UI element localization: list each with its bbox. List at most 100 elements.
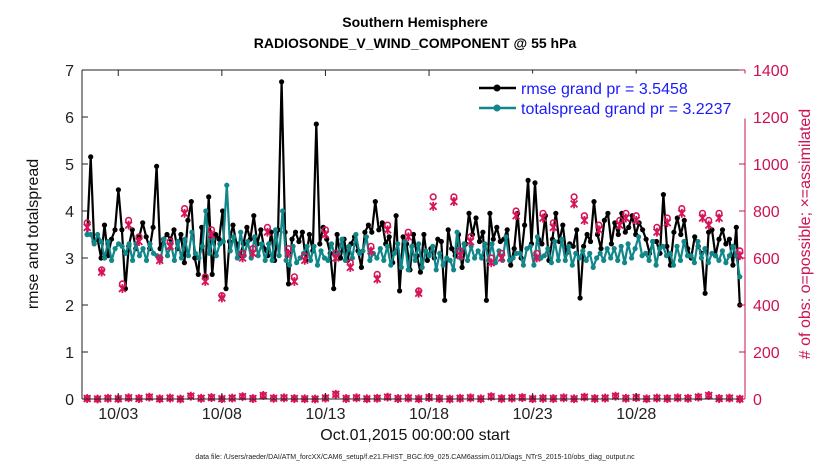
y-tick-label-right: 400	[753, 298, 780, 315]
totalspread-point	[231, 234, 237, 240]
totalspread-point	[314, 262, 321, 268]
obs-assimilated-marker	[532, 253, 541, 263]
legend-spread-label: totalspread grand pr = 3.2237	[521, 101, 731, 118]
obs-assimilated-marker	[632, 215, 641, 225]
rmse-point	[511, 246, 517, 252]
totalspread-point	[573, 250, 579, 256]
obs-assimilated-marker	[549, 223, 558, 232]
totalspread-point	[325, 257, 331, 263]
obs-assimilated-glyph	[518, 393, 527, 403]
series-layer	[83, 79, 744, 404]
totalspread-point	[691, 260, 698, 266]
obs-assimilated-marker	[269, 393, 278, 403]
totalspread-point	[548, 260, 555, 266]
rmse-point	[615, 231, 621, 238]
obs-assimilated-glyph	[284, 248, 293, 258]
rmse-point	[299, 229, 305, 235]
obs-assimilated-marker	[284, 248, 293, 258]
totalspread-point	[426, 253, 432, 259]
rmse-point	[476, 238, 483, 245]
totalspread-point	[618, 243, 624, 249]
totalspread-point	[339, 236, 345, 242]
rmse-point	[192, 255, 198, 261]
obs-assimilated-marker	[663, 218, 672, 228]
totalspread-point	[643, 250, 649, 256]
obs-assimilated-glyph	[466, 237, 475, 246]
obs-assimilated-glyph	[83, 223, 92, 232]
totalspread-point	[388, 262, 394, 268]
totalspread-point	[423, 248, 429, 254]
obs-assimilated-glyph	[663, 218, 672, 228]
obs-assimilated-glyph	[621, 393, 630, 403]
obs-assimilated-marker	[134, 237, 144, 246]
x-tick-label: 10/18	[409, 406, 449, 423]
obs-assimilated-marker	[683, 393, 693, 403]
rmse-point	[660, 192, 667, 198]
obs-assimilated-glyph	[683, 393, 693, 403]
rmse-point	[449, 246, 455, 252]
obs-assimilated-marker	[263, 227, 272, 237]
obs-assimilated-marker	[621, 393, 630, 403]
obs-assimilated-marker	[207, 230, 216, 239]
obs-assimilated-marker	[725, 393, 734, 403]
x-tick-label: 10/13	[305, 406, 345, 423]
obs-assimilated-marker	[715, 213, 724, 223]
obs-assimilated-marker	[166, 393, 175, 403]
totalspread-point	[559, 236, 565, 242]
rmse-point	[671, 229, 677, 235]
totalspread-point	[667, 250, 673, 256]
totalspread-point	[102, 255, 108, 261]
rmse-point	[605, 210, 611, 216]
obs-assimilated-glyph	[456, 251, 465, 261]
rmse-point	[331, 286, 337, 292]
rmse-point	[296, 238, 302, 245]
obs-assimilated-marker	[512, 211, 521, 221]
y-tick-label-left: 6	[65, 110, 74, 127]
obs-assimilated-marker	[698, 213, 707, 223]
totalspread-point	[566, 243, 572, 249]
totalspread-point	[440, 262, 446, 268]
rmse-point	[442, 297, 448, 303]
totalspread-point	[269, 257, 275, 263]
y-tick-label-left: 0	[65, 392, 74, 409]
rmse-point	[393, 213, 399, 219]
rmse-point	[334, 231, 340, 238]
rmse-point	[522, 222, 528, 228]
totalspread-point	[290, 243, 296, 249]
rmse-point	[733, 224, 739, 230]
totalspread-point	[318, 248, 324, 254]
totalspread-point	[562, 257, 568, 263]
obs-assimilated-marker	[601, 393, 610, 403]
obs-assimilated-marker	[290, 277, 299, 286]
obs-assimilated-marker	[331, 389, 340, 399]
totalspread-point	[454, 229, 460, 235]
totalspread-point	[98, 238, 104, 245]
obs-assimilated-glyph	[715, 213, 724, 223]
obs-assimilated-marker	[559, 393, 568, 403]
obs-assimilated-glyph	[487, 258, 496, 268]
obs-assimilated-marker	[456, 251, 465, 261]
totalspread-point	[482, 241, 488, 247]
obs-assimilated-glyph	[263, 227, 272, 237]
obs-assimilated-glyph	[632, 215, 641, 225]
totalspread-point	[147, 241, 153, 247]
rmse-point	[181, 260, 187, 266]
totalspread-point	[698, 255, 705, 261]
rmse-point	[372, 199, 378, 205]
rmse-point	[584, 231, 590, 238]
legend: rmse grand pr = 3.5458 totalspread grand…	[472, 73, 749, 119]
totalspread-point	[719, 248, 726, 254]
rmse-point	[640, 227, 646, 233]
totalspread-point	[723, 260, 729, 266]
totalspread-point	[196, 255, 202, 261]
y-tick-label-right: 1000	[753, 157, 789, 174]
obs-assimilated-marker	[228, 393, 237, 403]
rmse-point	[143, 234, 149, 240]
obs-assimilated-glyph	[594, 225, 603, 235]
totalspread-point	[360, 248, 366, 254]
totalspread-point	[580, 248, 586, 254]
obs-assimilated-glyph	[124, 393, 133, 403]
totalspread-point	[346, 243, 352, 249]
totalspread-point	[597, 250, 603, 256]
rmse-point	[289, 236, 295, 242]
